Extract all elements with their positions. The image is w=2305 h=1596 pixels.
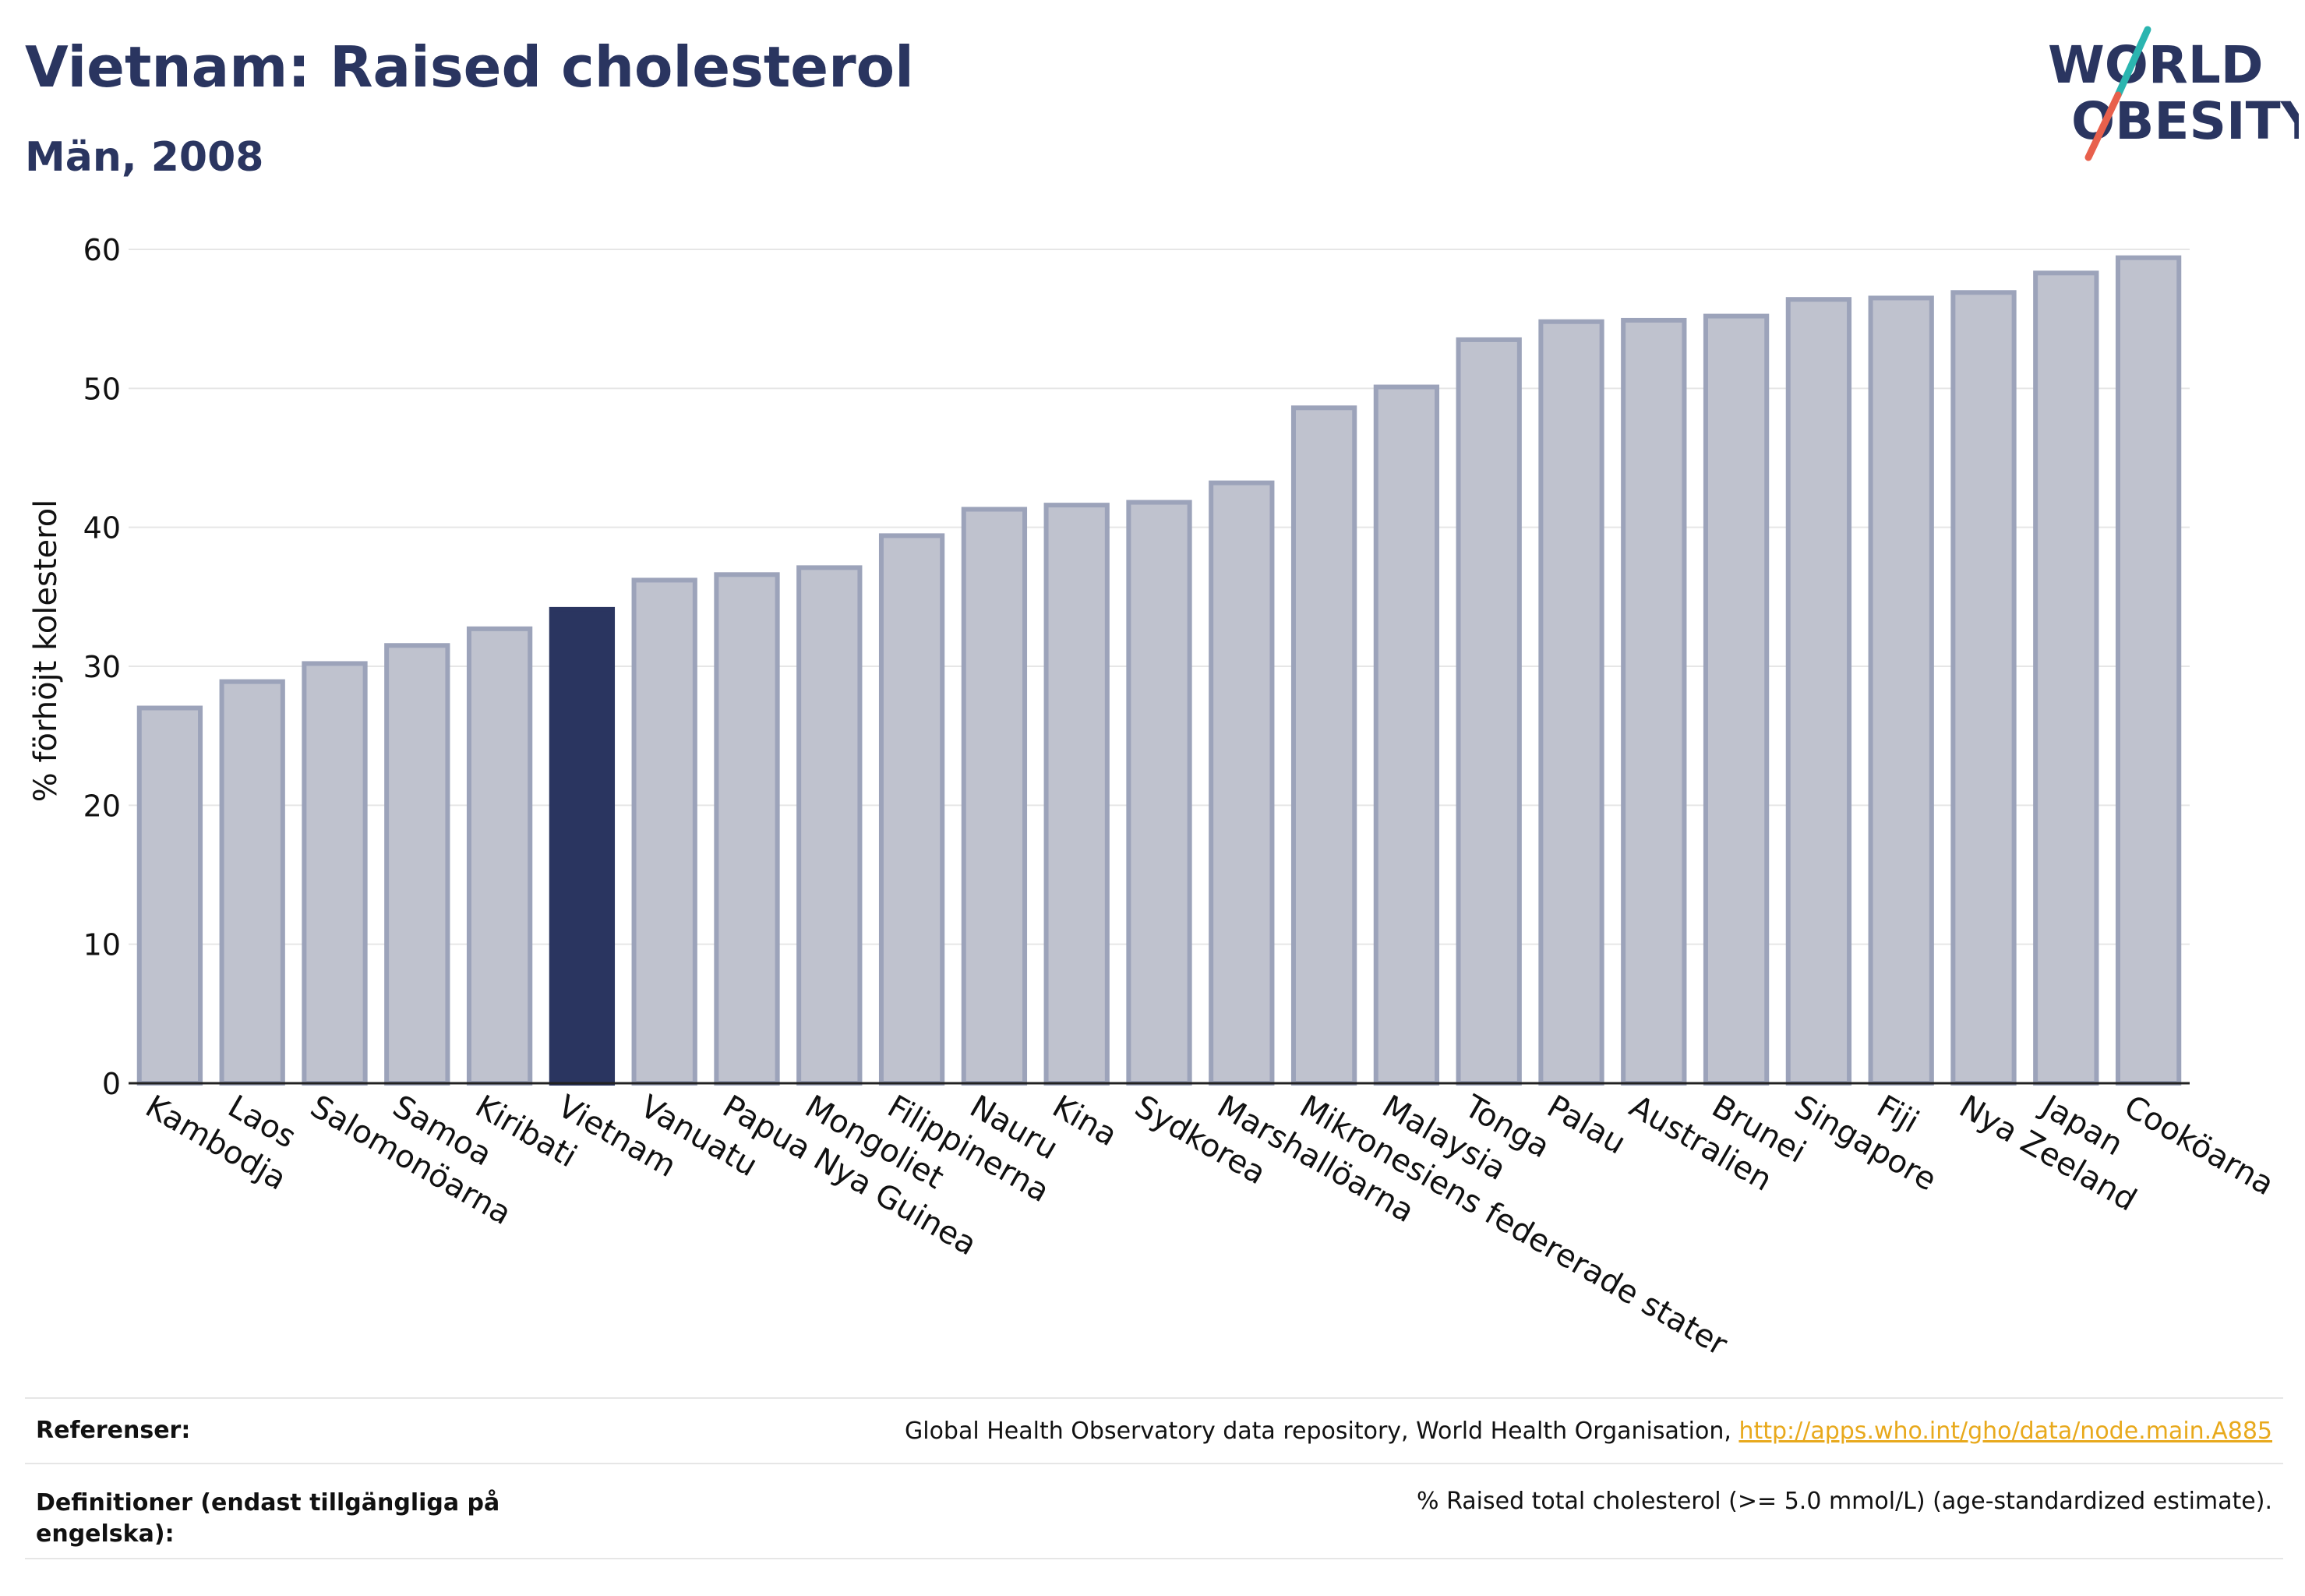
x-tick-label: Palau <box>1541 1089 1632 1162</box>
references-text: Global Health Observatory data repositor… <box>905 1418 2272 1445</box>
world-obesity-logo: WORLD OBESITY <box>2048 26 2299 161</box>
bar-kiribati <box>466 626 533 1086</box>
logo-slash-teal <box>2114 26 2151 99</box>
references-label: Referenser: <box>36 1417 191 1444</box>
bar-cooköarna <box>2115 255 2182 1086</box>
bar-filippinerna <box>878 533 945 1086</box>
bar-papua-nya-guinea <box>714 572 780 1086</box>
definitions-text: % Raised total cholesterol (>= 5.0 mmol/… <box>1417 1488 2272 1515</box>
bar-tonga <box>1456 337 1522 1086</box>
x-tick-label: Singapore <box>1788 1089 1943 1199</box>
bar-samoa <box>384 643 450 1086</box>
references-link[interactable]: http://apps.who.int/gho/data/node.main.A… <box>1738 1417 2272 1445</box>
bar-mongoliet <box>796 565 863 1086</box>
references-row: Referenser: Global Health Observatory da… <box>25 1397 2283 1463</box>
bar-kina <box>1043 503 1110 1086</box>
bar-nya-zeeland <box>1950 290 2017 1086</box>
logo-slash-red <box>2084 91 2122 161</box>
references-source: Global Health Observatory data repositor… <box>905 1417 1731 1445</box>
bar-vanuatu <box>631 577 697 1086</box>
logo-line-1: WORLD <box>2048 35 2264 95</box>
bar-vietnam <box>549 606 616 1086</box>
y-tick-label: 0 <box>102 1067 121 1101</box>
bar-singapore <box>1785 297 1852 1086</box>
definitions-label: Definitioner (endast tillgängliga på eng… <box>36 1489 500 1548</box>
bar-marshallöarna <box>1209 480 1275 1086</box>
y-axis-label: % förhöjt kolesterol <box>28 500 64 803</box>
bar-sydkorea <box>1126 500 1192 1086</box>
chart-title: Vietnam: Raised cholesterol <box>25 34 914 100</box>
y-tick-label: 60 <box>83 233 121 267</box>
y-tick-label: 30 <box>83 650 121 684</box>
bar-australien <box>1621 317 1687 1086</box>
y-tick-label: 10 <box>83 928 121 962</box>
bars <box>136 255 2182 1086</box>
y-tick-label: 20 <box>83 789 121 823</box>
chart-subtitle: Män, 2008 <box>25 134 264 181</box>
bar-laos <box>219 679 285 1086</box>
bar-mikronesiens-federerade-stater <box>1290 405 1357 1086</box>
bar-palau <box>1538 319 1604 1086</box>
y-tick-labels: 0 10 20 30 40 50 60 <box>83 233 121 1101</box>
bar-nauru <box>961 507 1028 1086</box>
bar-japan <box>2033 270 2099 1086</box>
bar-malaysia <box>1373 384 1440 1086</box>
y-tick-label: 40 <box>83 511 121 546</box>
y-tick-label: 50 <box>83 372 121 406</box>
bar-kambodja <box>136 705 203 1086</box>
bar-salomonöarna <box>302 661 368 1086</box>
bar-fiji <box>1868 295 1934 1086</box>
x-tick-label: Cooköarna <box>2118 1089 2280 1202</box>
definitions-row: Definitioner (endast tillgängliga på eng… <box>25 1463 2283 1559</box>
bar-brunei <box>1703 313 1770 1086</box>
references-table: Referenser: Global Health Observatory da… <box>25 1397 2283 1559</box>
